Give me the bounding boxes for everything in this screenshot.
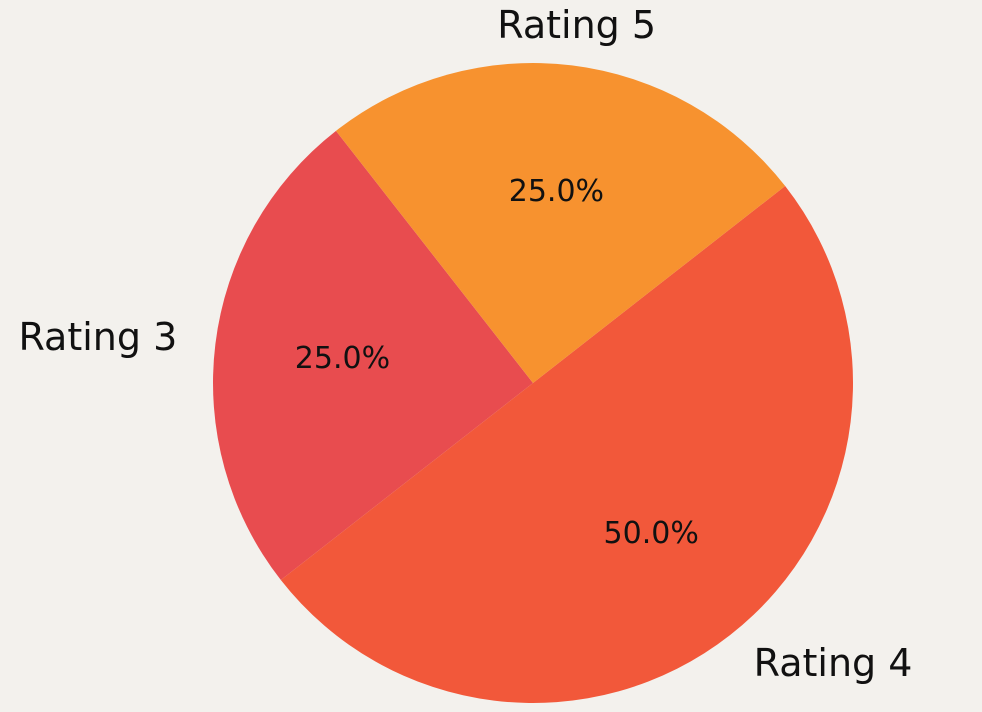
- pie-slice-rating-3: [213, 130, 533, 581]
- pie-slice-rating-4: [280, 185, 854, 703]
- pie-category-label: Rating 4: [754, 641, 913, 685]
- pie-category-label: Rating 3: [18, 315, 177, 359]
- pie-percent-label: 25.0%: [509, 174, 604, 209]
- pie-slice-rating-5: [335, 62, 786, 384]
- pie-labels: 25.0% Rating 3 50.0% Rating 4 25.0% Rating 5: [18, 3, 912, 685]
- pie-category-label: Rating 5: [497, 3, 656, 47]
- pie-percent-label: 25.0%: [295, 341, 390, 376]
- pie-percent-label: 50.0%: [604, 516, 699, 551]
- pie-slices: [213, 62, 854, 703]
